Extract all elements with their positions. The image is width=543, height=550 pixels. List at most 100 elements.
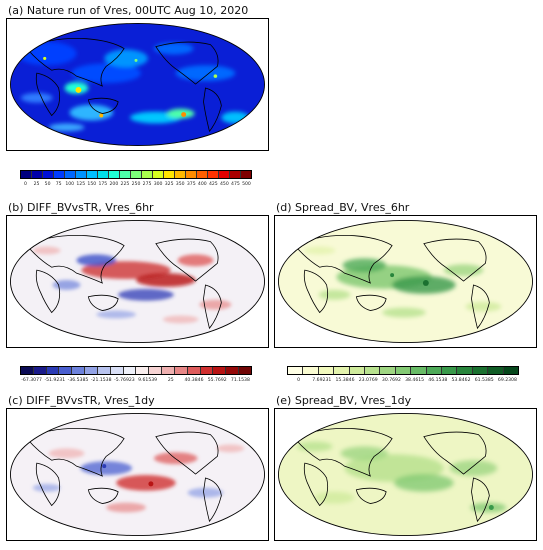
diff-colorbar-tick-label: 55.7692 — [207, 378, 227, 383]
diff-colorbar-segment — [85, 367, 98, 374]
nature-colorbar-tick-label: 50 — [44, 182, 51, 187]
nature-colorbar-tick-label: 75 — [55, 182, 62, 187]
nature-colorbar-tick-label: 100 — [65, 182, 75, 187]
diff-colorbar-tick-label: 40.3846 — [184, 378, 204, 383]
spread-colorbar-tick-label: 7.69231 — [312, 378, 332, 383]
nature-colorbar-segment — [186, 171, 197, 178]
nature-colorbar-segment — [65, 171, 76, 178]
diff-colorbar-tick-label: 25 — [167, 378, 174, 383]
nature-colorbar-segment — [208, 171, 219, 178]
spread-colorbar-tick-label: 38.4615 — [405, 378, 425, 383]
nature-colorbar-tick-label: 450 — [219, 182, 229, 187]
spread-colorbar-segment — [318, 367, 335, 374]
panel-c-map — [6, 408, 269, 541]
spread-colorbar-segment — [288, 367, 304, 374]
diff-colorbar-segment — [149, 367, 163, 374]
nature-colorbar-tick-label: 150 — [87, 182, 97, 187]
nature-colorbar-tick-label: 250 — [131, 182, 141, 187]
diff-colorbar-tick-label: -5.76923 — [114, 378, 135, 383]
diff-colorbar-segment — [136, 367, 150, 374]
nature-colorbar-tick-label: 275 — [142, 182, 152, 187]
diff-colorbar-tick-label: -67.3077 — [21, 378, 42, 383]
spread-colorbar-segment — [457, 367, 473, 374]
spread-colorbar-segment — [380, 367, 396, 374]
diff-colorbar-segment — [213, 367, 227, 374]
diff-colorbar-tick-label: -21.1538 — [90, 378, 112, 383]
spread-colorbar-tick-label: 30.7692 — [381, 378, 401, 383]
spread-colorbar-tick-label: 0 — [297, 378, 301, 383]
nature-colorbar-segment — [230, 171, 241, 178]
diff-colorbar-segment — [33, 367, 47, 374]
diff-colorbar-segment — [97, 367, 111, 374]
diff-colorbar-segment — [162, 367, 175, 374]
nature-colorbar-segment — [32, 171, 43, 178]
nature-colorbar-tick-label: 300 — [153, 182, 163, 187]
diff-colorbar-segment — [187, 367, 201, 374]
diff-colorbar-tick-label: 9.61539 — [138, 378, 158, 383]
panel-d-title: (d) Spread_BV, Vres_6hr — [276, 201, 410, 214]
spread-colorbar-segment — [472, 367, 489, 374]
diff-colorbar-segment — [226, 367, 240, 374]
nature-colorbar-segment — [131, 171, 142, 178]
diff-colorbar-segment — [21, 367, 34, 374]
diff-colorbar-tick-label: -51.9231 — [44, 378, 66, 383]
spread-colorbar-segment — [395, 367, 412, 374]
panel-a-map — [6, 18, 269, 151]
spread-colorbar-segment — [503, 367, 519, 374]
spread-6hr-map — [278, 219, 533, 344]
nature-colorbar-segment — [21, 171, 32, 178]
panel-b-map — [6, 215, 269, 348]
nature-colorbar-ticks: 0 25 50 75 100 125 150 175 200 225 250 275 300 325 350… — [20, 182, 252, 190]
spread-colorbar-segment — [426, 367, 443, 374]
diff-colorbar-segment — [239, 367, 251, 374]
nature-colorbar-segment — [98, 171, 109, 178]
spread-1dy-map — [278, 412, 533, 537]
nature-colorbar-tick-label: 175 — [98, 182, 108, 187]
diff-6hr-map — [10, 219, 265, 344]
nature-colorbar-tick-label: 200 — [109, 182, 119, 187]
nature-colorbar-segment — [241, 171, 251, 178]
spread-colorbar-segment — [411, 367, 427, 374]
spread-colorbar — [287, 366, 519, 375]
nature-colorbar-segment — [87, 171, 98, 178]
nature-colorbar-tick-label: 350 — [175, 182, 185, 187]
diff-colorbar-segment — [174, 367, 188, 374]
nature-colorbar-tick-label: 400 — [197, 182, 207, 187]
panel-a-title: (a) Nature run of Vres, 00UTC Aug 10, 20… — [8, 4, 249, 17]
nature-colorbar-segment — [43, 171, 54, 178]
diff-colorbar-segment — [59, 367, 73, 374]
spread-colorbar-tick-label: 23.0769 — [358, 378, 378, 383]
nature-colorbar-tick-label: 25 — [33, 182, 40, 187]
diff-colorbar-segment — [72, 367, 86, 374]
spread-colorbar-segment — [488, 367, 504, 374]
spread-colorbar-tick-label: 15.3846 — [335, 378, 355, 383]
diff-colorbar — [20, 366, 252, 375]
nature-colorbar — [20, 170, 252, 179]
spread-colorbar-segment — [365, 367, 381, 374]
spread-colorbar-segment — [334, 367, 350, 374]
diff-colorbar-ticks: -67.3077 -51.9231 -36.5385 -21.1538 -5.76923… — [20, 378, 252, 386]
nature-colorbar-segment — [164, 171, 175, 178]
diff-colorbar-segment — [46, 367, 60, 374]
panel-e-map — [274, 408, 537, 541]
nature-colorbar-tick-label: 125 — [76, 182, 86, 187]
nature-colorbar-segment — [219, 171, 230, 178]
nature-colorbar-segment — [120, 171, 131, 178]
nature-colorbar-tick-label: 375 — [186, 182, 196, 187]
nature-colorbar-segment — [76, 171, 87, 178]
spread-colorbar-segment — [349, 367, 366, 374]
panel-d-map — [274, 215, 537, 348]
nature-colorbar-segment — [54, 171, 65, 178]
diff-colorbar-segment — [123, 367, 137, 374]
spread-colorbar-segment — [303, 367, 319, 374]
nature-run-map — [10, 22, 265, 147]
nature-colorbar-tick-label: 475 — [231, 182, 240, 187]
spread-colorbar-ticks: 0 7.69231 15.3846 23.0769 30.7692 38.4615 46.1… — [287, 378, 519, 386]
spread-colorbar-segment — [442, 367, 458, 374]
panel-b-title: (b) DIFF_BVvsTR, Vres_6hr — [8, 201, 154, 214]
nature-colorbar-segment — [197, 171, 208, 178]
nature-colorbar-tick-label: 225 — [120, 182, 130, 187]
nature-colorbar-tick-label: 425 — [208, 182, 218, 187]
spread-colorbar-tick-label: 61.5385 — [474, 378, 494, 383]
diff-colorbar-segment — [200, 367, 214, 374]
